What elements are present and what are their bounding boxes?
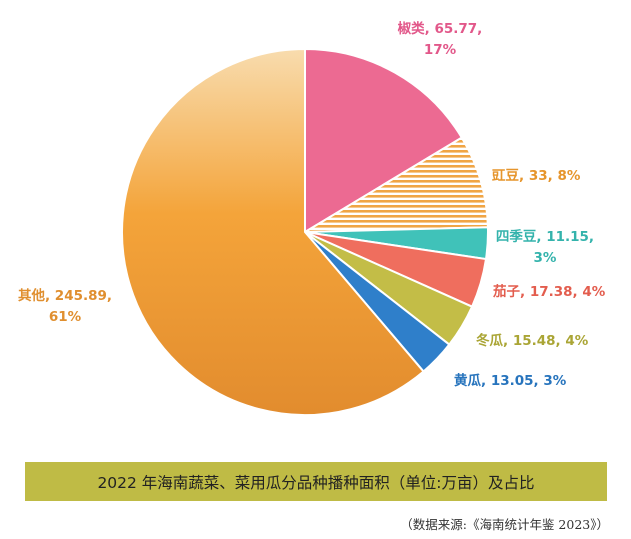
pie-chart: 椒类, 65.77, 17% 豇豆, 33, 8% 四季豆, 11.15, 3% 茄子, … xyxy=(18,20,606,416)
slice-label-3: 四季豆, 11.15, 3% xyxy=(496,228,594,266)
pie-slice-2 xyxy=(301,136,489,234)
slice-label-6: 黄瓜, 13.05, 3% xyxy=(454,372,567,389)
slice-label-7: 其他, 245.89, 61% xyxy=(18,287,112,325)
title-bar: 2022 年海南蔬菜、菜用瓜分品种播种面积（单位:万亩）及占比 xyxy=(25,462,607,501)
slice-label-2: 豇豆, 33, 8% xyxy=(492,168,581,184)
pie-slice-1 xyxy=(304,47,464,234)
data-source-note: （数据来源:《海南统计年鉴 2023》） xyxy=(400,517,609,532)
slice-label-1: 椒类, 65.77, 17% xyxy=(398,20,483,58)
chart-title: 2022 年海南蔬菜、菜用瓜分品种播种面积（单位:万亩）及占比 xyxy=(97,473,535,492)
slice-label-5: 冬瓜, 15.48, 4% xyxy=(476,332,589,349)
slice-label-4: 茄子, 17.38, 4% xyxy=(492,283,606,300)
pie-slice-7 xyxy=(121,47,425,416)
